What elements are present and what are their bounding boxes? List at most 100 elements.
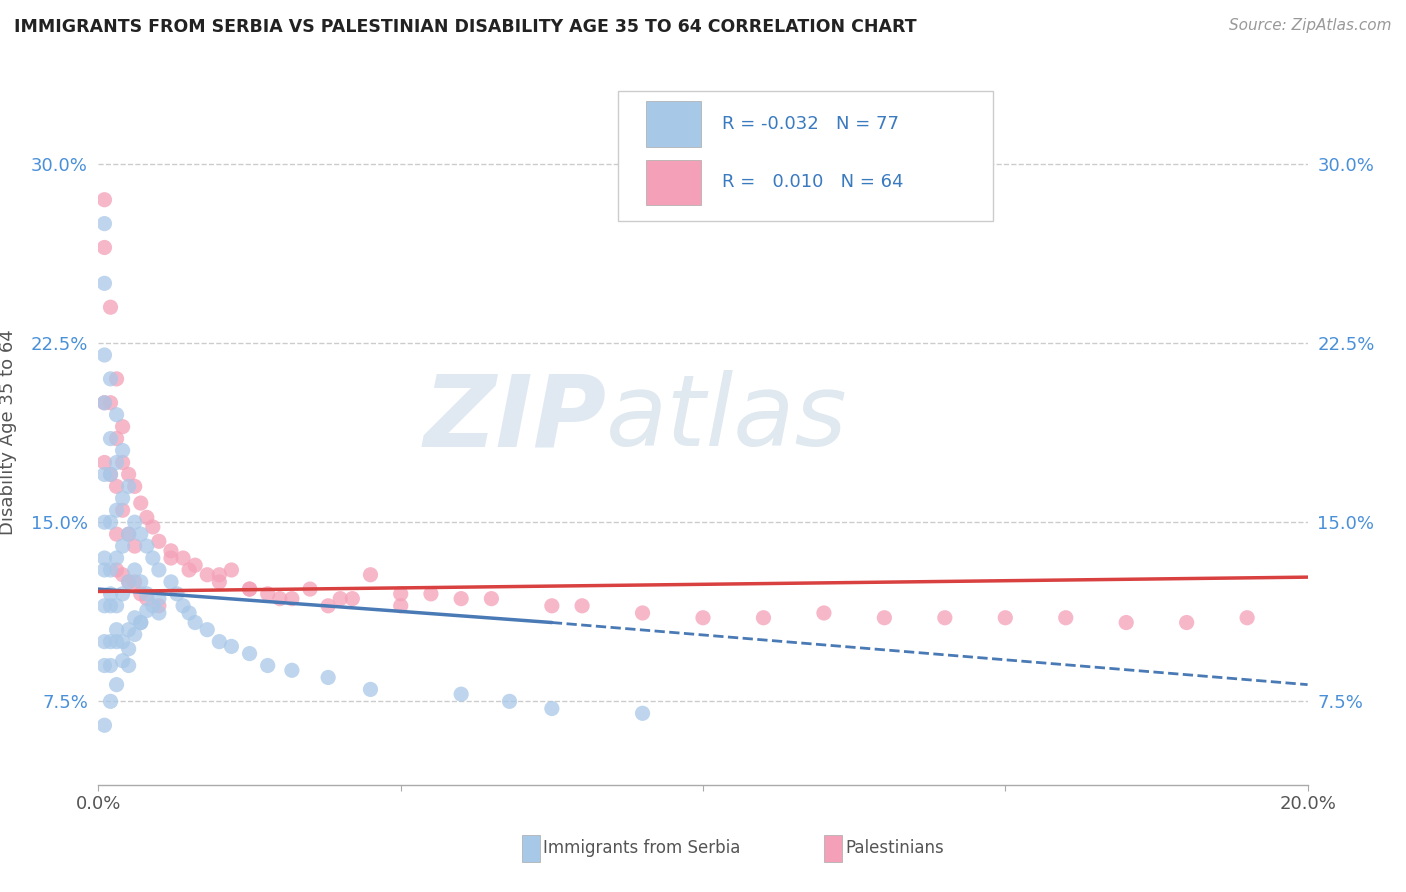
- Point: [281, 591, 304, 606]
- FancyBboxPatch shape: [619, 91, 993, 221]
- Point: [148, 534, 170, 549]
- Point: [360, 567, 382, 582]
- Point: [105, 634, 128, 648]
- Point: [631, 706, 654, 721]
- Point: [124, 627, 146, 641]
- Point: [118, 479, 141, 493]
- Point: [93, 634, 115, 648]
- Point: [111, 419, 134, 434]
- Text: ZIP: ZIP: [423, 370, 606, 467]
- Point: [124, 539, 146, 553]
- Text: R = -0.032   N = 77: R = -0.032 N = 77: [723, 115, 900, 133]
- Point: [100, 658, 122, 673]
- Point: [221, 640, 243, 654]
- Point: [111, 587, 134, 601]
- Point: [118, 641, 141, 656]
- Point: [105, 551, 128, 566]
- Point: [111, 455, 134, 469]
- Point: [148, 563, 170, 577]
- Point: [100, 372, 122, 386]
- Point: [100, 599, 122, 613]
- Point: [111, 654, 134, 668]
- Point: [360, 682, 382, 697]
- Point: [148, 606, 170, 620]
- Point: [752, 611, 775, 625]
- Point: [129, 527, 152, 541]
- Point: [166, 587, 188, 601]
- Point: [93, 599, 115, 613]
- Point: [281, 663, 304, 677]
- Text: Palestinians: Palestinians: [845, 839, 943, 857]
- Point: [100, 467, 122, 482]
- Point: [389, 587, 412, 601]
- Point: [420, 587, 443, 601]
- Point: [100, 432, 122, 446]
- Text: R =   0.010   N = 64: R = 0.010 N = 64: [723, 173, 904, 192]
- Point: [142, 520, 165, 534]
- Point: [450, 591, 472, 606]
- Point: [256, 587, 278, 601]
- Point: [105, 479, 128, 493]
- Point: [160, 551, 183, 566]
- Point: [93, 455, 115, 469]
- FancyBboxPatch shape: [824, 835, 842, 862]
- Point: [105, 563, 128, 577]
- Point: [934, 611, 956, 625]
- FancyBboxPatch shape: [647, 160, 700, 205]
- Point: [221, 563, 243, 577]
- Point: [179, 563, 201, 577]
- Point: [118, 574, 141, 589]
- Point: [329, 591, 352, 606]
- FancyBboxPatch shape: [522, 835, 540, 862]
- Point: [93, 217, 115, 231]
- Point: [93, 277, 115, 291]
- Point: [105, 455, 128, 469]
- Point: [100, 300, 122, 314]
- Point: [316, 670, 339, 684]
- Point: [1115, 615, 1137, 630]
- Text: atlas: atlas: [606, 370, 848, 467]
- Point: [118, 574, 141, 589]
- Point: [105, 372, 128, 386]
- FancyBboxPatch shape: [647, 101, 700, 147]
- Point: [135, 539, 157, 553]
- Point: [93, 551, 115, 566]
- Point: [111, 443, 134, 458]
- Point: [179, 606, 201, 620]
- Point: [540, 599, 562, 613]
- Point: [118, 623, 141, 637]
- Point: [873, 611, 896, 625]
- Point: [111, 539, 134, 553]
- Point: [994, 611, 1017, 625]
- Point: [105, 678, 128, 692]
- Point: [256, 658, 278, 673]
- Point: [239, 647, 262, 661]
- Point: [148, 591, 170, 606]
- Point: [135, 587, 157, 601]
- Point: [389, 599, 412, 613]
- Point: [124, 479, 146, 493]
- Point: [93, 467, 115, 482]
- Point: [540, 701, 562, 715]
- Point: [93, 718, 115, 732]
- Point: [105, 503, 128, 517]
- Point: [129, 496, 152, 510]
- Point: [1236, 611, 1258, 625]
- Point: [631, 606, 654, 620]
- Point: [148, 599, 170, 613]
- Point: [100, 634, 122, 648]
- Point: [269, 591, 291, 606]
- Y-axis label: Disability Age 35 to 64: Disability Age 35 to 64: [0, 330, 17, 535]
- Point: [142, 551, 165, 566]
- Point: [100, 587, 122, 601]
- Point: [93, 396, 115, 410]
- Point: [160, 544, 183, 558]
- Point: [93, 658, 115, 673]
- Point: [111, 634, 134, 648]
- Point: [100, 515, 122, 529]
- Point: [172, 599, 194, 613]
- Point: [299, 582, 322, 596]
- Point: [195, 623, 218, 637]
- Point: [105, 599, 128, 613]
- Point: [105, 527, 128, 541]
